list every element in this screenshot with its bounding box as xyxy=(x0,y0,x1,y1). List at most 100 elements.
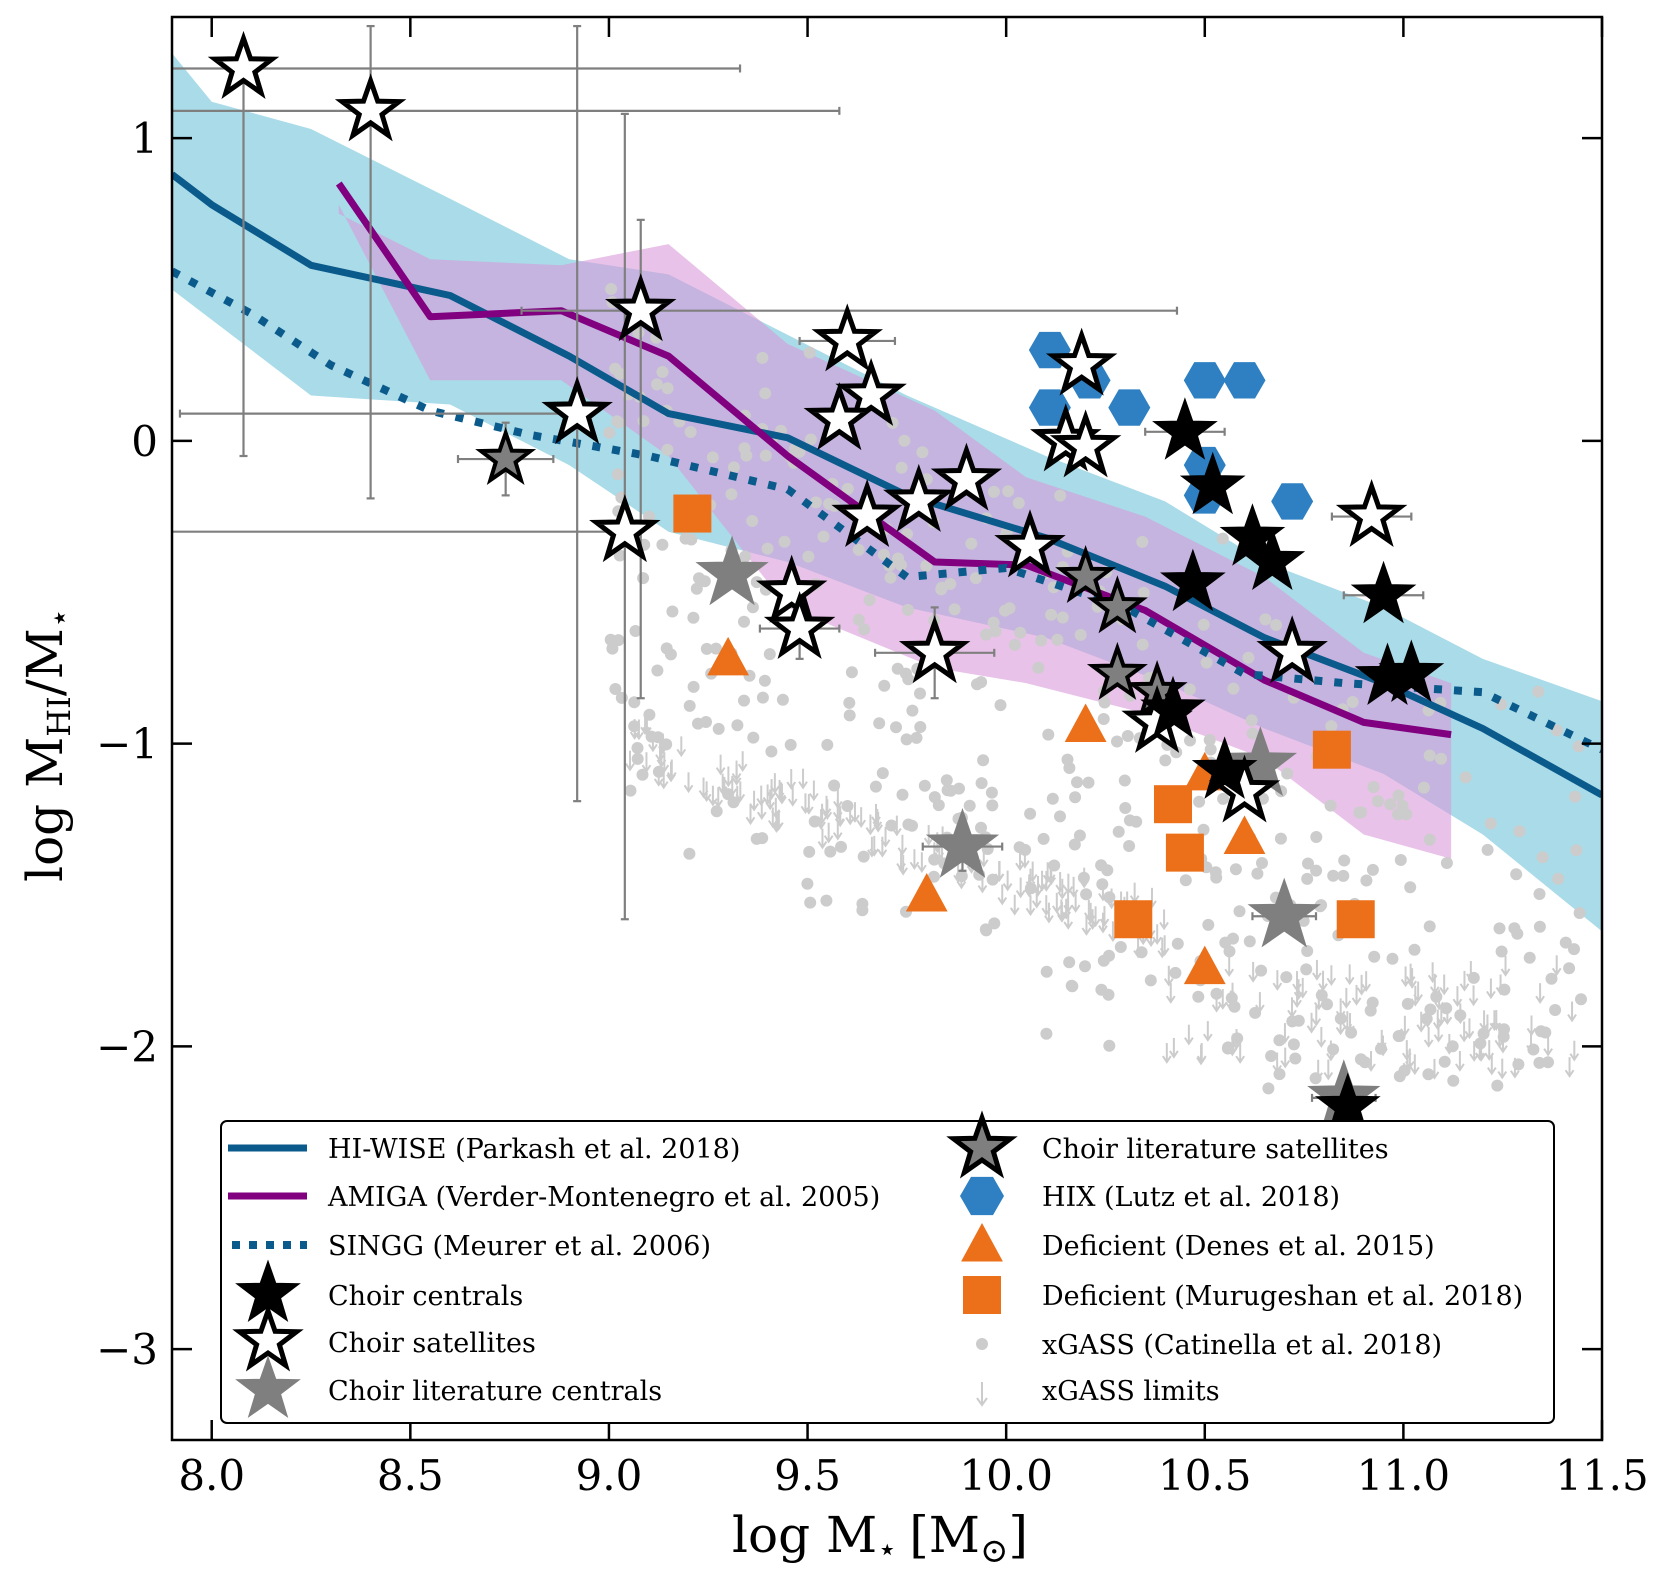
xgass-limit xyxy=(1292,987,1302,1009)
xgass-point xyxy=(1314,900,1327,913)
xgass-point xyxy=(1243,935,1256,948)
xgass-limit-head xyxy=(731,777,742,786)
xgass-limit xyxy=(856,807,866,828)
xgass-point xyxy=(1575,993,1587,1006)
xgass-point xyxy=(884,571,897,584)
xgass-point xyxy=(1280,971,1293,984)
xgass-point xyxy=(1550,724,1563,737)
xgass-point xyxy=(1511,927,1524,940)
xgass-point xyxy=(914,687,926,700)
choir-satellite-star xyxy=(1335,478,1408,548)
xgass-point xyxy=(778,535,791,548)
xgass-limit-head xyxy=(1314,1002,1324,1011)
xgass-limit xyxy=(1098,880,1108,902)
xgass-point xyxy=(746,515,759,527)
xgass-limit-head xyxy=(1068,889,1079,898)
xgass-limit xyxy=(1416,1011,1427,1033)
xgass-limit xyxy=(787,785,798,807)
legend-label-amiga: AMIGA (Verder-Montenegro et al. 2005) xyxy=(327,1182,880,1213)
xgass-limit xyxy=(765,789,775,811)
xgass-point xyxy=(918,779,931,792)
xgass-limit-head xyxy=(1413,994,1423,1003)
xgass-point xyxy=(1324,799,1337,812)
xgass-point xyxy=(801,877,814,890)
xgass-point xyxy=(1227,682,1240,695)
xgass-limit xyxy=(1479,1010,1489,1032)
xgass-limit-head xyxy=(1217,1001,1228,1010)
xgass-limit xyxy=(1326,965,1337,987)
xgass-limit-head xyxy=(865,826,876,836)
choir-satellite-star xyxy=(994,509,1066,578)
xgass-limit-head xyxy=(1326,1052,1336,1062)
singg-line xyxy=(172,267,1602,754)
xgass-point xyxy=(935,583,948,596)
xgass-point xyxy=(1040,965,1053,978)
xgass-limit-head xyxy=(1020,860,1030,869)
xgass-limit xyxy=(1031,887,1042,909)
xgass-limit-head xyxy=(832,832,843,841)
xgass-limit xyxy=(1224,956,1235,977)
lit-satellite-star xyxy=(1055,545,1117,604)
xgass-point xyxy=(1121,730,1134,742)
xgass-point xyxy=(1400,808,1413,821)
xgass-limit xyxy=(1427,962,1438,984)
xgass-limit-head xyxy=(800,805,811,815)
xgass-point xyxy=(759,449,772,462)
xgass-limit xyxy=(1165,983,1176,1004)
xgass-point xyxy=(969,572,982,585)
choir-satellite-star xyxy=(1045,327,1118,396)
xgass-point xyxy=(1042,728,1055,741)
xgass-point xyxy=(1394,854,1407,866)
xgass-point xyxy=(1032,661,1045,674)
hiwise-line xyxy=(172,171,1602,799)
xgass-limit-head xyxy=(1494,1039,1505,1049)
xgass-point xyxy=(1423,920,1436,933)
lit-satellite-star xyxy=(1086,641,1148,700)
xgass-limit xyxy=(1489,1010,1500,1032)
xgass-limit xyxy=(1081,915,1092,936)
xgass-point xyxy=(927,870,940,883)
xgass-limit xyxy=(1196,1043,1207,1064)
xgass-limit-head xyxy=(1272,982,1283,991)
xgass-limit-head xyxy=(1224,968,1235,977)
xgass-limit-head xyxy=(1272,1064,1282,1074)
xgass-point xyxy=(1371,795,1384,808)
xgass-point xyxy=(901,603,914,616)
xgass-limit xyxy=(658,768,669,790)
legend-label-singg: SINGG (Meurer et al. 2006) xyxy=(328,1231,711,1262)
lit-central-star xyxy=(1223,726,1298,797)
xgass-limit xyxy=(1543,1035,1553,1057)
xgass-limit-head xyxy=(917,864,927,874)
xgass-limit-head xyxy=(1085,915,1096,924)
x-axis-label: log M⋆ [M⊙] xyxy=(732,1506,1028,1571)
xgass-limit-head xyxy=(1551,967,1562,977)
xgass-point xyxy=(740,449,753,462)
xgass-limit xyxy=(817,828,828,850)
xgass-limit xyxy=(1452,986,1463,1007)
xgass-limit xyxy=(1314,989,1324,1011)
xgass-point xyxy=(1013,841,1026,854)
xgass-limit-head xyxy=(1081,927,1092,936)
xgass-limit-head xyxy=(1045,874,1056,883)
xgass-limit-head xyxy=(1099,918,1110,927)
xgass-point xyxy=(1368,950,1381,963)
xgass-limit xyxy=(1211,991,1222,1013)
xgass-limit xyxy=(1444,1033,1455,1055)
xgass-limit-head xyxy=(1423,1039,1434,1048)
choir-satellite-star xyxy=(207,30,280,99)
xgass-limit-head xyxy=(1025,907,1036,917)
choir-central-star xyxy=(1378,639,1445,703)
xgass-point xyxy=(1440,1002,1453,1015)
xgass-point xyxy=(712,722,725,735)
xgass-point xyxy=(948,603,961,616)
xgass-point xyxy=(804,896,817,909)
xgass-limit-head xyxy=(1002,883,1013,892)
deficient-denes-point xyxy=(707,636,750,676)
xgass-point xyxy=(1366,863,1379,876)
xgass-limit xyxy=(1009,894,1020,916)
choir-satellite-star xyxy=(883,463,955,532)
xgass-point xyxy=(1216,532,1229,545)
legend-label-hix: HIX (Lutz et al. 2018) xyxy=(1042,1182,1340,1213)
legend-key-murugeshan xyxy=(963,1276,1001,1314)
xgass-limit xyxy=(1433,1021,1444,1043)
